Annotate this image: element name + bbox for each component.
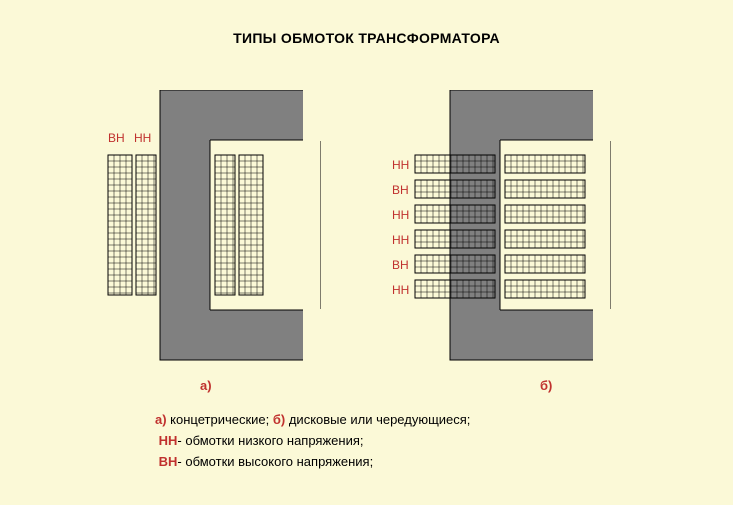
legend-line-3: ВН- обмотки высокого напряжения;	[155, 452, 470, 473]
label-b-row-0: НН	[392, 158, 409, 172]
legend-text: концетрические;	[167, 412, 273, 427]
legend-line-1: а) концетрические; б) дисковые или черед…	[155, 410, 470, 431]
label-b-row-1: ВН	[392, 183, 409, 197]
label-a-bh: ВН	[108, 131, 125, 145]
legend-text: - обмотки высокого напряжения;	[177, 454, 373, 469]
page: ТИПЫ ОБМОТОК ТРАНСФОРМАТОРА ВН НН НН ВН НН…	[0, 0, 733, 505]
legend-text: дисковые или чередующиеся;	[285, 412, 470, 427]
page-title: ТИПЫ ОБМОТОК ТРАНСФОРМАТОРА	[0, 30, 733, 46]
label-b-row-5: НН	[392, 283, 409, 297]
legend-key-b: б)	[273, 412, 285, 427]
label-b-row-4: ВН	[392, 258, 409, 272]
legend: а) концетрические; б) дисковые или черед…	[155, 410, 470, 472]
figure-label-b: б)	[540, 378, 552, 393]
legend-key-hh: НН	[159, 433, 178, 448]
legend-key-bh: ВН	[159, 454, 178, 469]
label-a-hh: НН	[134, 131, 151, 145]
legend-text: - обмотки низкого напряжения;	[177, 433, 363, 448]
legend-line-2: НН- обмотки низкого напряжения;	[155, 431, 470, 452]
label-b-row-2: НН	[392, 208, 409, 222]
legend-key-a: а)	[155, 412, 167, 427]
figure-label-a: а)	[200, 378, 212, 393]
label-b-row-3: НН	[392, 233, 409, 247]
